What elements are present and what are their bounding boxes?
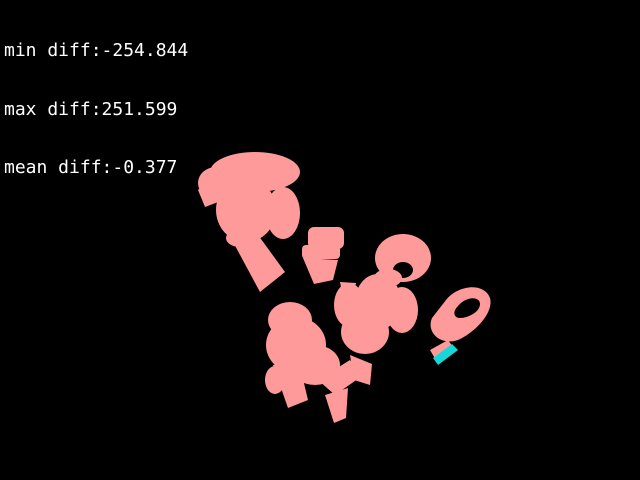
diff-blob-center	[334, 269, 418, 385]
mean-diff-text: mean diff:-0.377	[4, 157, 178, 178]
diff-blob-middle-small	[302, 227, 344, 284]
diff-blob-capsule-right	[430, 287, 491, 365]
max-diff-text: max diff:251.599	[4, 98, 178, 120]
diff-stats-overlay: min diff:-254.844 max diff:251.599 mean …	[4, 2, 188, 197]
diff-blob-upper-left	[198, 152, 300, 292]
diff-blob-lower-left	[265, 302, 362, 423]
min-diff-text: min diff:-254.844	[4, 40, 189, 61]
